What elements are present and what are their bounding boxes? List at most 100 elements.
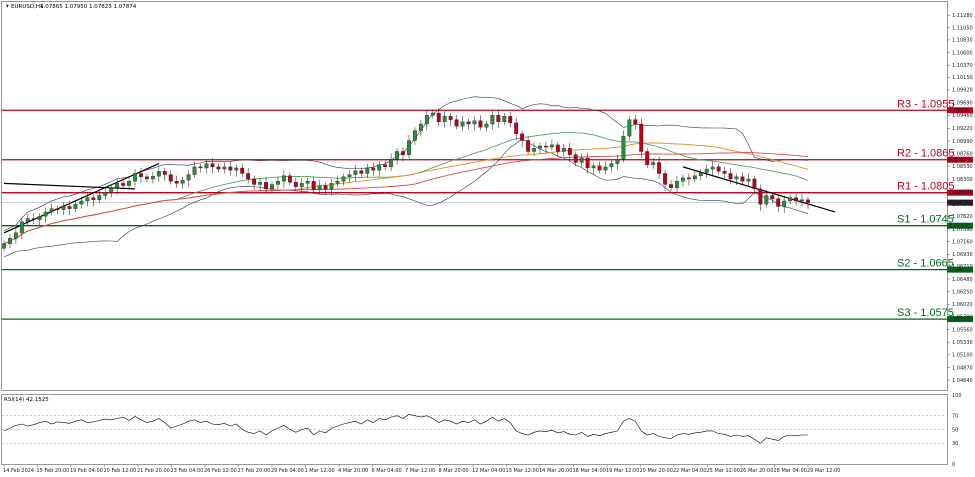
- candle-bull: [591, 165, 596, 169]
- time-tick-label: 22 Mar 04:00: [673, 468, 706, 474]
- price-tick-label: 1.05330: [952, 340, 973, 346]
- candle-bear: [448, 116, 453, 120]
- level-price-tag-text: 1.06650: [949, 267, 970, 273]
- candle-bear: [401, 151, 405, 155]
- rsi-plot-frame: [1, 394, 948, 465]
- rsi-tick-label: 100: [952, 393, 962, 399]
- price-tick-label: 1.10600: [952, 50, 973, 56]
- main-plot-frame: [1, 1, 948, 391]
- level-price-tag-support: [947, 316, 973, 323]
- candle-bull: [621, 135, 626, 160]
- candle-bull: [377, 164, 382, 171]
- price-tick-label: 1.09220: [952, 126, 973, 132]
- time-tick-label: 12 Mar 04:00: [472, 468, 505, 474]
- candle-bull: [615, 159, 620, 164]
- candle-bear: [770, 195, 775, 199]
- candle-bull: [2, 243, 6, 249]
- symbol-label: EURUSD,H4: [11, 4, 44, 10]
- candle-bear: [91, 197, 96, 200]
- price-tick-label: 1.04640: [952, 378, 973, 384]
- candle-bull: [681, 177, 685, 182]
- price-tick-label: 1.06480: [952, 277, 973, 283]
- candle-bull: [627, 119, 632, 137]
- candle-bear: [663, 173, 667, 185]
- candle-bull: [270, 184, 274, 190]
- candle-bull: [389, 159, 394, 168]
- level-label-resistance: R2 - 1.0865: [897, 148, 954, 160]
- candle-bull: [61, 206, 66, 210]
- price-axis: 1.11280 1.11050 1.10830 1.10600 1.10370 1.101…: [947, 13, 973, 384]
- candle-bear: [436, 112, 441, 122]
- candle-bear: [752, 178, 757, 190]
- candle-bear: [633, 119, 638, 125]
- candle-bull: [222, 166, 227, 170]
- candle-bull: [234, 167, 239, 171]
- candle-bull: [502, 116, 507, 122]
- level-price-tag-resistance: [947, 189, 973, 196]
- candle-bull: [109, 187, 114, 193]
- candle-bull: [25, 218, 30, 222]
- candle-bear: [264, 182, 268, 190]
- candle-bull: [692, 175, 697, 180]
- time-tick-label: 27 Feb 20:00: [238, 468, 271, 474]
- candle-bear: [478, 120, 483, 128]
- candle-bear: [55, 208, 60, 210]
- candle-bear: [806, 199, 810, 203]
- candle-bear: [145, 176, 149, 180]
- candle-bear: [573, 154, 578, 163]
- level-price-tag-text: 1.09550: [949, 108, 970, 114]
- candle-bull: [335, 181, 340, 184]
- time-tick-label: 25 Mar 12:00: [707, 468, 740, 474]
- price-tick-label: 1.11050: [952, 26, 973, 32]
- candle-bull: [365, 167, 370, 174]
- candle-bull: [133, 173, 137, 182]
- candle-bear: [669, 184, 673, 188]
- candle-bear: [371, 167, 376, 171]
- price-tick-label: 1.10830: [952, 38, 973, 44]
- candle-bull: [460, 121, 465, 127]
- rsi-layer: 100 70 50 30 0: [2, 393, 962, 468]
- time-tick-label: 4 Mar 20:00: [338, 468, 368, 474]
- candle-bull: [276, 181, 280, 185]
- price-tick-label: 1.06250: [952, 289, 973, 295]
- time-tick-label: 18 Mar 04:00: [573, 468, 606, 474]
- candle-bear: [198, 166, 203, 169]
- rsi-tick-label: 70: [952, 414, 958, 420]
- candle-bear: [526, 140, 531, 152]
- candle-bear: [597, 165, 602, 171]
- candle-bull: [186, 174, 191, 181]
- price-tick-label: 1.06020: [952, 302, 973, 308]
- level-price-tag-text: 1.08050: [949, 191, 970, 197]
- rsi-tick-label: 0: [952, 462, 955, 468]
- candle-bear: [240, 167, 245, 174]
- indicator-layer: [3, 96, 836, 258]
- candle-bear: [287, 175, 292, 183]
- candle-bear: [31, 218, 36, 220]
- candle-bear: [585, 157, 590, 169]
- candle-bear: [466, 121, 471, 125]
- price-tick-label: 1.09460: [952, 113, 973, 119]
- candle-bear: [776, 198, 781, 207]
- candle-bull: [103, 192, 108, 196]
- price-tick-label: 1.07390: [952, 227, 973, 233]
- candle-bull: [413, 130, 417, 141]
- time-tick-label: 15 Feb 20:00: [37, 468, 70, 474]
- price-tick-label: 1.09920: [952, 88, 973, 94]
- candle-bull: [430, 112, 435, 116]
- upper-channel-trendline: [3, 182, 136, 190]
- candle-bull: [79, 200, 84, 205]
- candle-bear: [252, 178, 257, 185]
- candle-bear: [383, 164, 388, 168]
- bollinger-lower-band: [3, 138, 809, 258]
- time-tick-label: 20 Mar 20:00: [640, 468, 673, 474]
- candle-bull: [442, 116, 447, 122]
- candle-bull: [85, 197, 90, 202]
- candle-bull: [764, 195, 769, 205]
- candle-bear: [740, 176, 745, 182]
- price-tick-label: 1.09690: [952, 100, 973, 106]
- candle-bear: [508, 116, 513, 124]
- moving-average-slow: [3, 152, 809, 245]
- time-tick-label: 14 Mar 20:00: [539, 468, 572, 474]
- symbol-dropdown-icon[interactable]: ▾: [6, 4, 9, 10]
